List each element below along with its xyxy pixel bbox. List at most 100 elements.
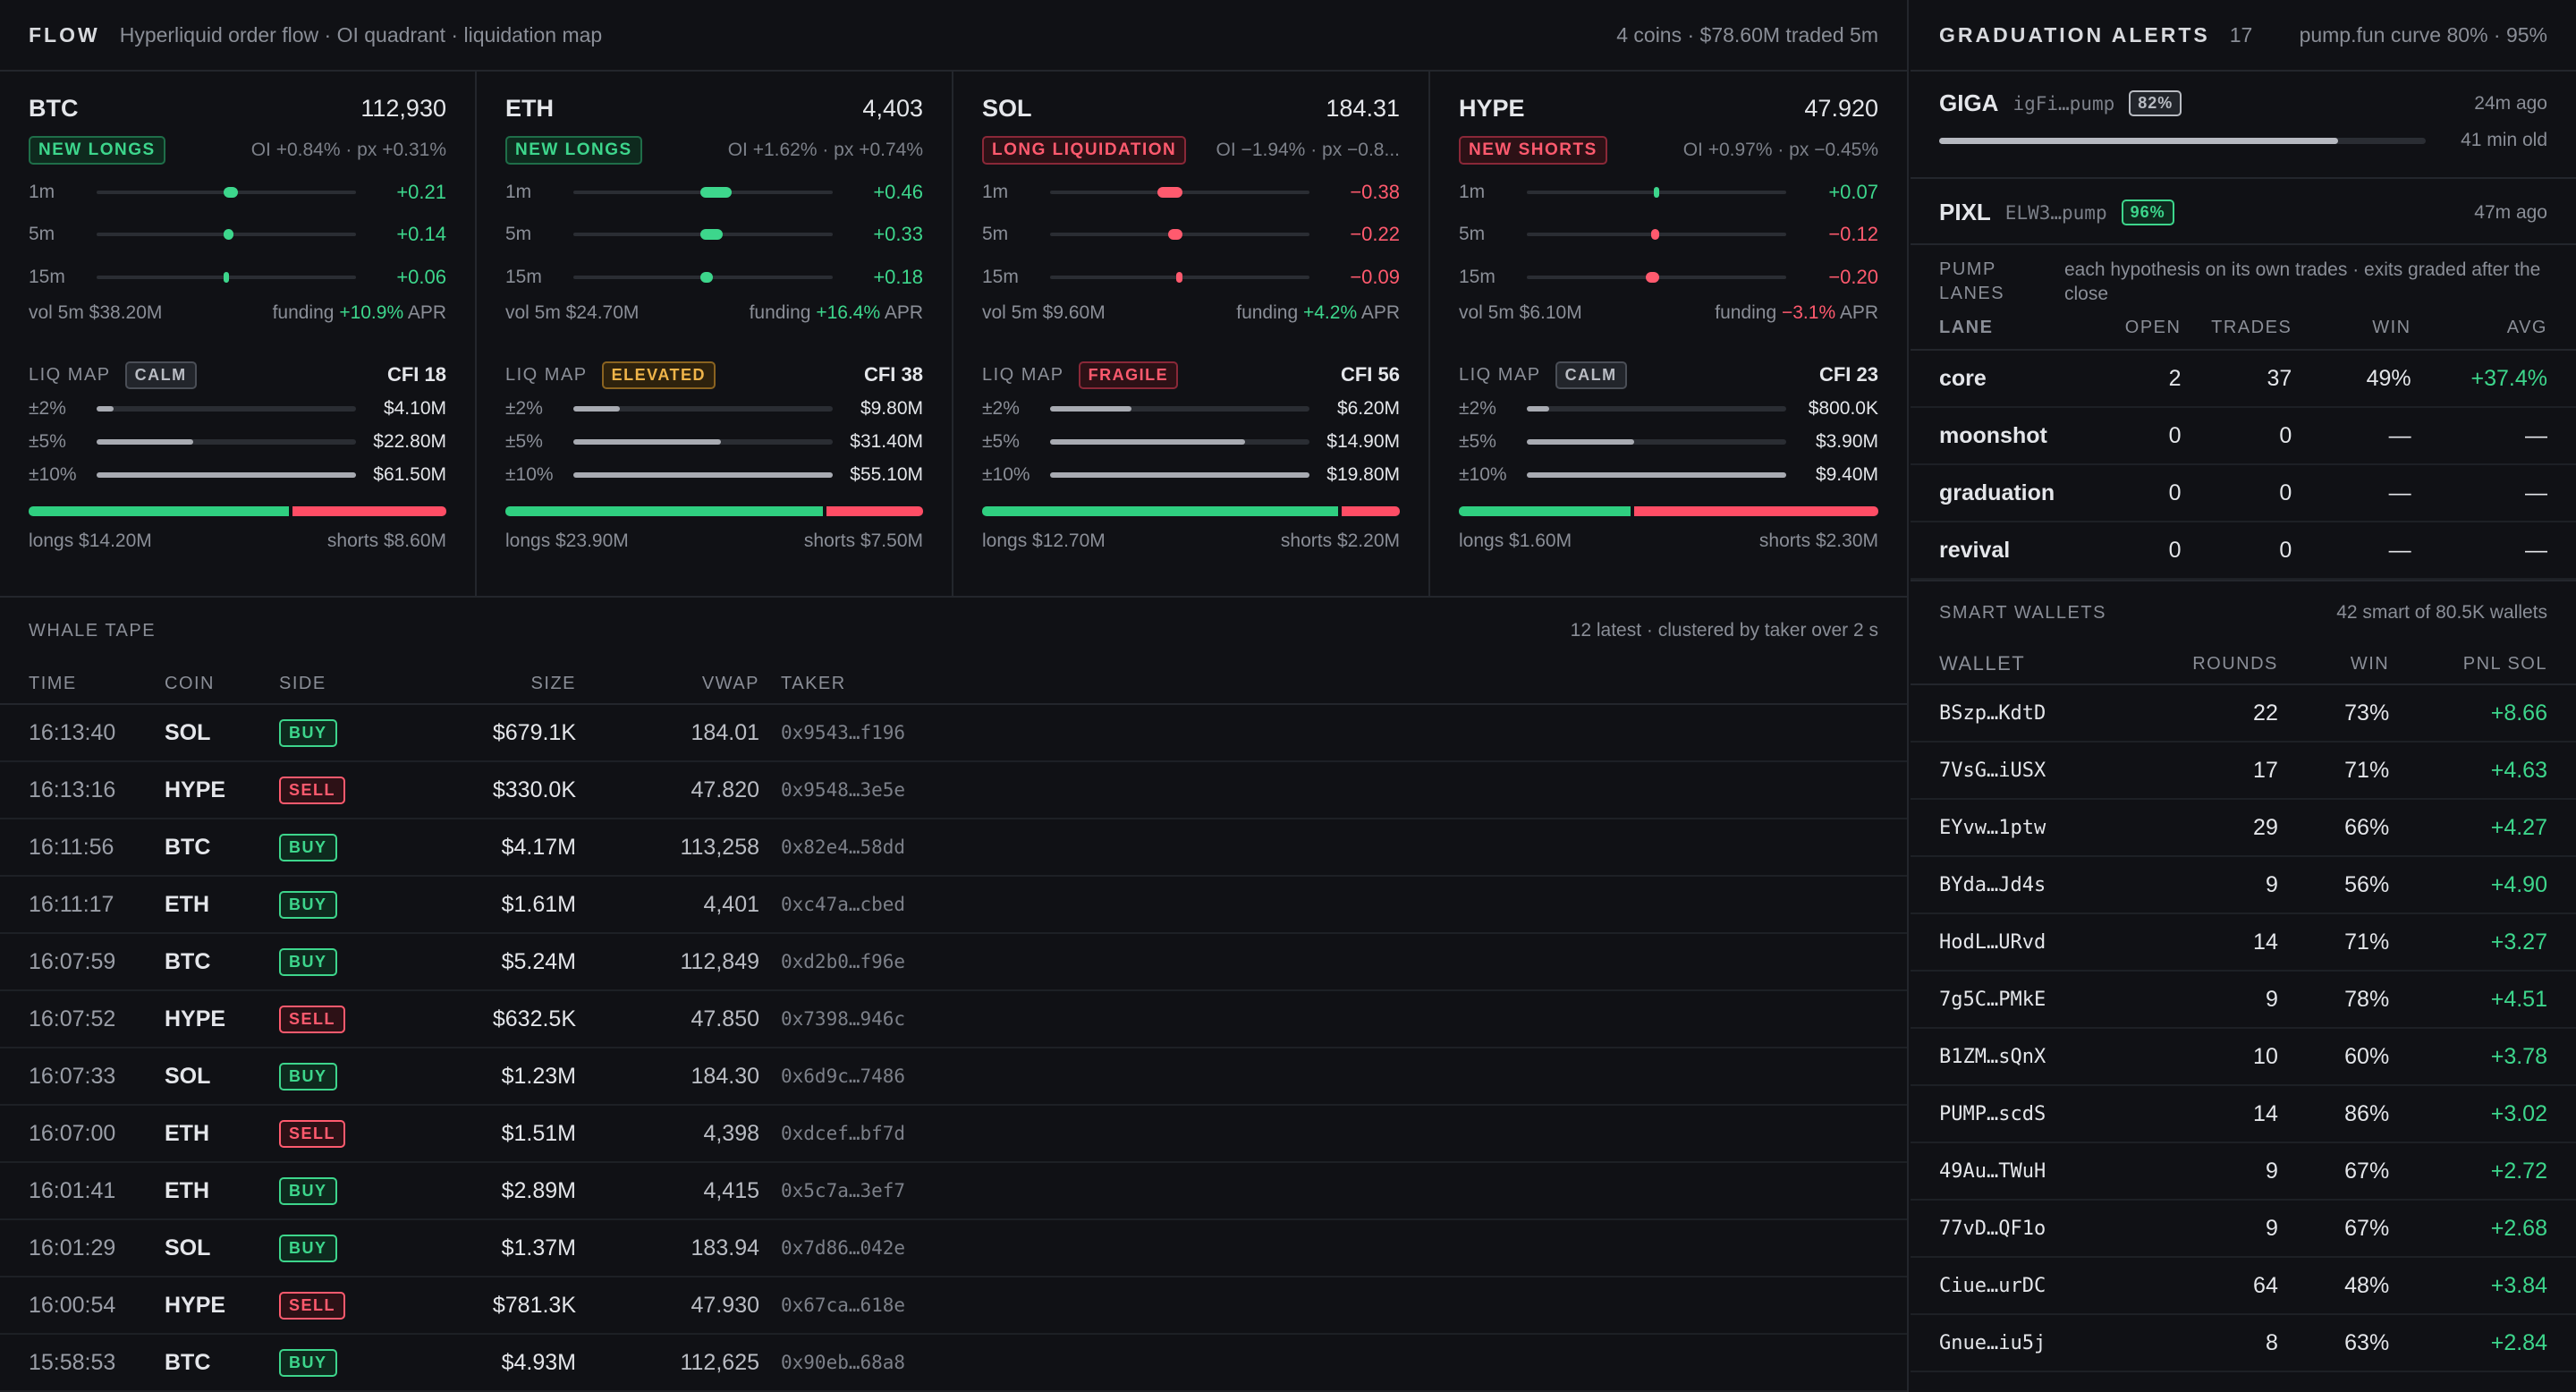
momentum-label: 1m — [505, 181, 532, 202]
lane-row[interactable]: graduation 0 0 — — — [1911, 465, 2576, 522]
taker-address[interactable]: 0x7d86…042e — [781, 1237, 906, 1259]
coin-card[interactable]: HYPE 47.920 NEW SHORTS OI +0.97% · px −0.45… — [1430, 72, 1907, 598]
lane-row[interactable]: moonshot 0 0 — — — [1911, 408, 2576, 465]
liq-band-label: ±5% — [982, 431, 1020, 452]
liq-map-header: LIQ MAP ELEVATED CFI 38 — [505, 361, 923, 389]
col-coin[interactable]: COIN — [165, 673, 215, 693]
coin-card[interactable]: SOL 184.31 LONG LIQUIDATION OI −1.94% · px … — [953, 72, 1430, 598]
liq-fill — [573, 472, 833, 478]
wallet-row[interactable]: B1ZM…sQnX 10 60% +3.78 — [1911, 1029, 2576, 1086]
lane-trades: 0 — [2279, 537, 2292, 563]
taker-address[interactable]: 0x82e4…58dd — [781, 836, 906, 858]
graduation-alert[interactable]: GIGA igFi…pump 82% 24m ago 41 min old — [1911, 72, 2576, 179]
col-vwap[interactable]: VWAP — [701, 673, 759, 693]
lane-win: 49% — [2366, 365, 2411, 391]
col-open[interactable]: OPEN — [2124, 317, 2182, 337]
wallet-address[interactable]: EYvw…1ptw — [1939, 816, 2046, 839]
lane-row[interactable]: revival 0 0 — — — [1911, 522, 2576, 580]
wallet-address[interactable]: Ciue…urDC — [1939, 1274, 2046, 1297]
taker-address[interactable]: 0xd2b0…f96e — [781, 951, 906, 972]
col-time[interactable]: TIME — [29, 673, 77, 693]
table-row[interactable]: 16:11:17 ETH BUY $1.61M 4,401 0xc47a…cbed — [0, 877, 1907, 934]
wallet-pnl: +8.66 — [2490, 700, 2547, 726]
table-row[interactable]: 16:07:33 SOL BUY $1.23M 184.30 0x6d9c…7486 — [0, 1048, 1907, 1106]
wallet-win: 48% — [2344, 1272, 2390, 1298]
wallet-address[interactable]: HodL…URvd — [1939, 930, 2046, 954]
taker-address[interactable]: 0x6d9c…7486 — [781, 1065, 906, 1087]
col-wallet[interactable]: WALLET — [1939, 652, 2026, 675]
wallet-address[interactable]: PUMP…scdS — [1939, 1102, 2046, 1125]
coin-header: SOL 184.31 — [982, 95, 1400, 123]
table-row[interactable]: 16:13:40 SOL BUY $679.1K 184.01 0x9543…f196 — [0, 705, 1907, 762]
col-lane[interactable]: LANE — [1939, 317, 1994, 337]
liq-row: ±5% $22.80M — [29, 426, 446, 459]
taker-address[interactable]: 0x5c7a…3ef7 — [781, 1180, 906, 1201]
wallet-address[interactable]: 49Au…TWuH — [1939, 1159, 2046, 1183]
wallet-address[interactable]: BSzp…KdtD — [1939, 701, 2046, 725]
col-side[interactable]: SIDE — [279, 673, 326, 693]
taker-address[interactable]: 0x9543…f196 — [781, 722, 906, 743]
coin-signal-row: NEW LONGS OI +0.84% · px +0.31% — [29, 135, 446, 166]
table-row[interactable]: 16:11:56 BTC BUY $4.17M 113,258 0x82e4…58dd — [0, 819, 1907, 877]
lane-row[interactable]: core 2 37 49% +37.4% — [1911, 351, 2576, 408]
table-row[interactable]: 16:00:54 HYPE SELL $781.3K 47.930 0x67ca…618e — [0, 1277, 1907, 1335]
taker-address[interactable]: 0x90eb…68a8 — [781, 1352, 906, 1373]
wallet-row[interactable]: BSzp…KdtD 22 73% +8.66 — [1911, 685, 2576, 743]
col-wallet-win[interactable]: WIN — [2350, 653, 2390, 674]
table-row[interactable]: 16:07:00 ETH SELL $1.51M 4,398 0xdcef…bf7d — [0, 1106, 1907, 1163]
table-row[interactable]: 16:01:29 SOL BUY $1.37M 183.94 0x7d86…042e — [0, 1220, 1907, 1277]
coin-card[interactable]: ETH 4,403 NEW LONGS OI +1.62% · px +0.74% 1m… — [477, 72, 953, 598]
taker-address[interactable]: 0xdcef…bf7d — [781, 1123, 906, 1144]
wallet-address[interactable]: BYda…Jd4s — [1939, 873, 2046, 896]
taker-address[interactable]: 0x67ca…618e — [781, 1294, 906, 1316]
col-taker[interactable]: TAKER — [781, 673, 846, 693]
trade-vwap: 47.850 — [691, 1006, 759, 1031]
taker-address[interactable]: 0xc47a…cbed — [781, 894, 906, 915]
coin-signal-row: NEW SHORTS OI +0.97% · px −0.45% — [1459, 135, 1878, 166]
coin-header: HYPE 47.920 — [1459, 95, 1878, 123]
wallet-row[interactable]: Gnue…iu5j 8 63% +2.84 — [1911, 1315, 2576, 1372]
wallet-row[interactable]: Ciue…urDC 64 48% +3.84 — [1911, 1258, 2576, 1315]
table-row[interactable]: 16:07:59 BTC BUY $5.24M 112,849 0xd2b0…f96e — [0, 934, 1907, 991]
wallet-row[interactable]: EYvw…1ptw 29 66% +4.27 — [1911, 800, 2576, 857]
col-size[interactable]: SIZE — [530, 673, 576, 693]
wallet-address[interactable]: 7g5C…PMkE — [1939, 988, 2046, 1011]
momentum-marker — [1646, 271, 1659, 283]
wallet-row[interactable]: BYda…Jd4s 9 56% +4.90 — [1911, 857, 2576, 914]
wallet-row[interactable]: 7VsG…iUSX 17 71% +4.63 — [1911, 743, 2576, 800]
wallet-address[interactable]: 7VsG…iUSX — [1939, 759, 2046, 782]
wallets-table-body: BSzp…KdtD 22 73% +8.66 7VsG…iUSX 17 71% +4.63 EY… — [1911, 685, 2576, 1372]
liq-track — [1527, 472, 1786, 478]
col-trades[interactable]: TRADES — [2211, 317, 2292, 337]
wallet-row[interactable]: 7g5C…PMkE 9 78% +4.51 — [1911, 972, 2576, 1029]
wallet-row[interactable]: HodL…URvd 14 71% +3.27 — [1911, 914, 2576, 972]
wallet-address[interactable]: B1ZM…sQnX — [1939, 1045, 2046, 1068]
coin-card[interactable]: BTC 112,930 NEW LONGS OI +0.84% · px +0.31%… — [0, 72, 477, 598]
taker-address[interactable]: 0x7398…946c — [781, 1008, 906, 1030]
taker-address[interactable]: 0x9548…3e5e — [781, 779, 906, 801]
volume-5m: vol 5m $9.60M — [982, 301, 1106, 323]
graduation-count: 17 — [2229, 22, 2253, 47]
table-row[interactable]: 16:07:52 HYPE SELL $632.5K 47.850 0x7398…946c — [0, 991, 1907, 1048]
liq-state-badge: FRAGILE — [1078, 361, 1179, 389]
wallet-row[interactable]: 77vD…QF1o 9 67% +2.68 — [1911, 1201, 2576, 1258]
momentum-row: 5m −0.22 — [982, 214, 1400, 257]
momentum-value: +0.07 — [1828, 180, 1878, 203]
wallet-row[interactable]: 49Au…TWuH 9 67% +2.72 — [1911, 1143, 2576, 1201]
col-rounds[interactable]: ROUNDS — [2192, 653, 2278, 674]
col-win[interactable]: WIN — [2372, 317, 2411, 337]
liq-value: $55.10M — [850, 464, 923, 485]
table-row[interactable]: 16:13:16 HYPE SELL $330.0K 47.820 0x9548…3e5e — [0, 762, 1907, 819]
liq-track — [573, 406, 833, 412]
wallet-address[interactable]: 77vD…QF1o — [1939, 1217, 2046, 1240]
col-pnl[interactable]: PNL SOL — [2462, 653, 2547, 674]
funding: funding +16.4% APR — [750, 302, 923, 324]
graduation-alert[interactable]: PIXL ELW3…pump 96% 47m ago — [1911, 179, 2576, 245]
table-row[interactable]: 16:01:41 ETH BUY $2.89M 4,415 0x5c7a…3ef7 — [0, 1163, 1907, 1220]
coin-price: 47.920 — [1804, 95, 1878, 122]
wallet-address[interactable]: Gnue…iu5j — [1939, 1331, 2046, 1354]
col-avg[interactable]: AVG — [2506, 317, 2547, 337]
wallet-row[interactable]: PUMP…scdS 14 86% +3.02 — [1911, 1086, 2576, 1143]
momentum-marker — [700, 271, 713, 283]
table-row[interactable]: 15:58:53 BTC BUY $4.93M 112,625 0x90eb…68a8 — [0, 1335, 1907, 1392]
